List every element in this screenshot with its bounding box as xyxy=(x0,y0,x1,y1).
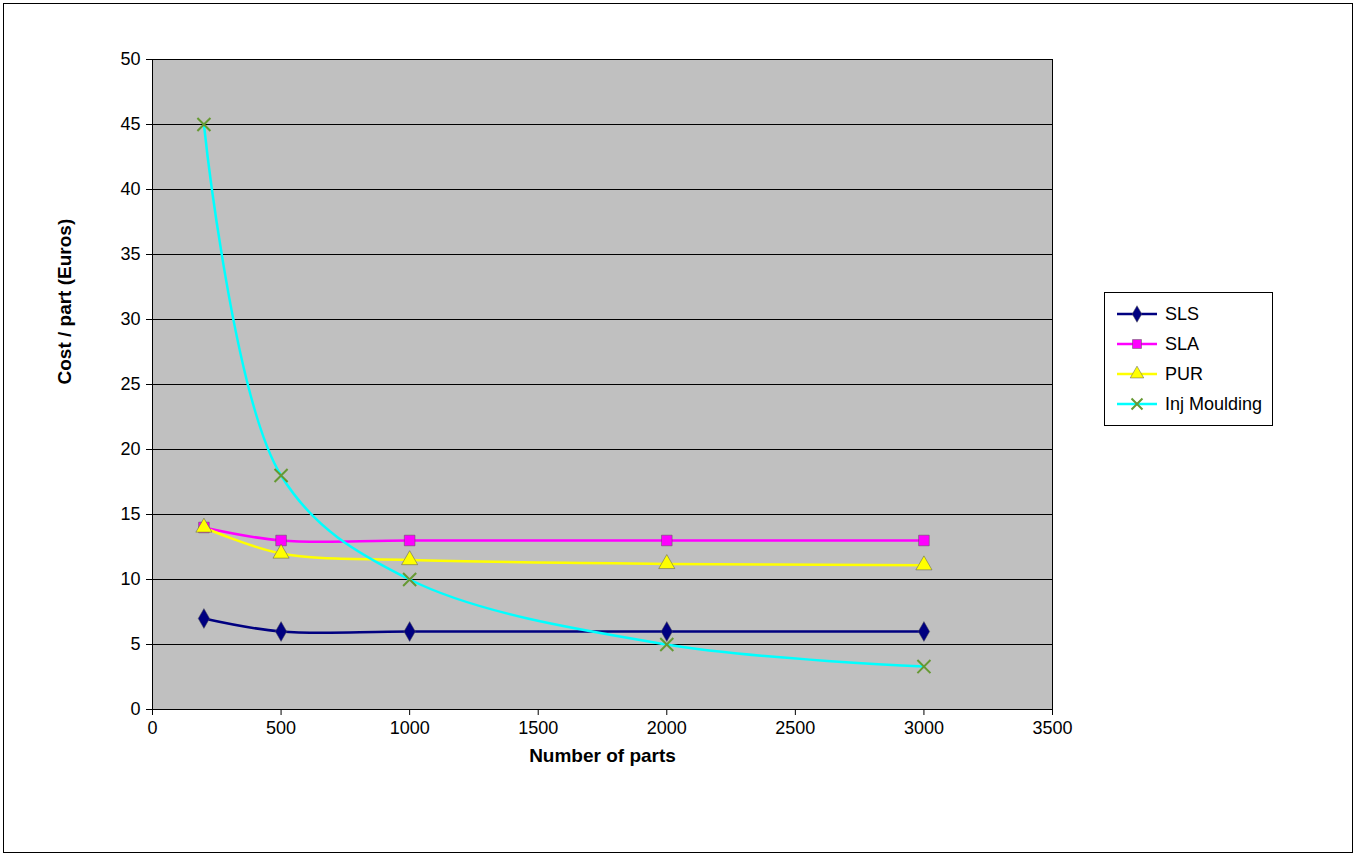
svg-text:3500: 3500 xyxy=(1032,718,1072,738)
svg-text:3000: 3000 xyxy=(904,718,944,738)
svg-text:0: 0 xyxy=(147,718,157,738)
svg-text:5: 5 xyxy=(130,634,140,654)
svg-text:Number of parts: Number of parts xyxy=(529,745,676,766)
html-text:SLS: SLS xyxy=(1165,303,1199,324)
svg-text:50: 50 xyxy=(120,49,140,69)
html-text:SLA: SLA xyxy=(1165,333,1199,354)
svg-text:35: 35 xyxy=(120,244,140,264)
svg-text:1500: 1500 xyxy=(518,718,558,738)
svg-text:2500: 2500 xyxy=(775,718,815,738)
svg-text:500: 500 xyxy=(266,718,296,738)
html-text:PUR: PUR xyxy=(1165,363,1203,384)
svg-text:10: 10 xyxy=(120,569,140,589)
svg-text:1000: 1000 xyxy=(390,718,430,738)
svg-text:15: 15 xyxy=(120,504,140,524)
svg-text:40: 40 xyxy=(120,179,140,199)
svg-text:Cost / part (Euros): Cost / part (Euros) xyxy=(54,219,75,385)
svg-text:45: 45 xyxy=(120,114,140,134)
svg-text:30: 30 xyxy=(120,309,140,329)
svg-text:20: 20 xyxy=(120,439,140,459)
svg-text:0: 0 xyxy=(130,699,140,719)
svg-text:25: 25 xyxy=(120,374,140,394)
svg-text:2000: 2000 xyxy=(647,718,687,738)
html-text:Inj Moulding: Inj Moulding xyxy=(1165,393,1263,414)
